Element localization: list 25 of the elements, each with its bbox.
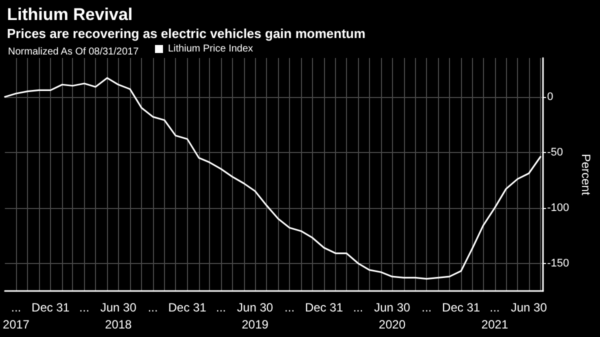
x-tick-label: ... — [216, 300, 226, 314]
x-tick-label: ... — [284, 300, 295, 314]
x-tick-label: Jun 30 2018 — [100, 300, 137, 332]
x-tick-label: Jun 30 2019 — [237, 300, 274, 332]
chart-subtitle: Prices are recovering as electric vehicles gain momentum — [7, 26, 366, 41]
x-tick-label: Jun 30 — [510, 300, 548, 314]
x-tick-label: Dec 31 — [32, 300, 70, 314]
x-tick-label: ... — [79, 300, 90, 314]
chart-title: Lithium Revival — [7, 5, 133, 24]
y-tick-label: 0 — [547, 90, 554, 103]
x-tick-label: ... — [353, 300, 364, 314]
x-tick-label: Dec 31 — [168, 300, 207, 314]
y-tick-label: -150 — [547, 257, 570, 270]
y-axis-title: Percent — [579, 154, 593, 196]
legend-label: Lithium Price Index — [168, 44, 254, 54]
x-tick-label: Dec 31 — [304, 300, 344, 314]
x-tick-label: ... 2021 — [481, 300, 508, 332]
x-tick-label: ... — [422, 300, 432, 314]
y-tick-label: -50 — [547, 146, 563, 158]
x-tick-label: ... 2017 — [2, 300, 30, 332]
x-tick-label: Dec 31 — [442, 300, 480, 314]
x-tick-label: ... — [148, 300, 158, 314]
x-tick-label: Jun 30 2020 — [374, 300, 410, 332]
y-tick-label: -100 — [547, 202, 570, 214]
legend-title: Normalized As Of 08/31/2017 — [8, 46, 140, 58]
